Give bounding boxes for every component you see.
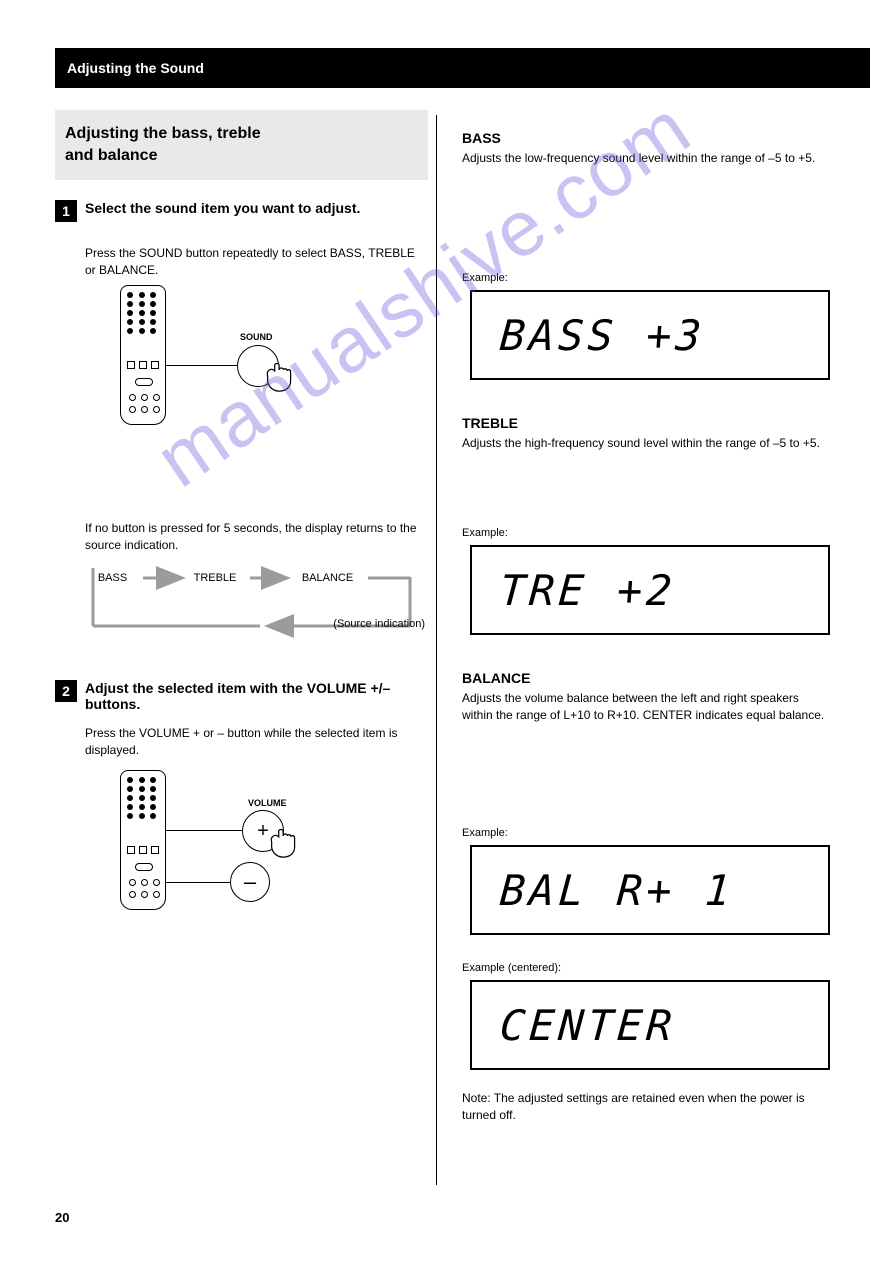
step-1-note: If no button is pressed for 5 seconds, t… — [85, 520, 425, 554]
column-divider — [436, 115, 437, 1185]
lcd-center-text: CENTER — [498, 1001, 677, 1050]
balance-desc: Adjusts the volume balance between the l… — [462, 690, 832, 724]
hand-pointer-icon — [266, 828, 302, 858]
bass-heading: BASS — [462, 130, 501, 146]
section-title: Adjusting the bass, treble and balance — [55, 110, 428, 180]
bass-desc: Adjusts the low-frequency sound level wi… — [462, 150, 832, 167]
sound-button-label: SOUND — [240, 332, 273, 342]
step-2-num-text: 2 — [62, 683, 70, 699]
flow-node-treble: TREBLE — [185, 572, 245, 584]
step-2-desc: Press the VOLUME + or – button while the… — [85, 725, 425, 759]
lcd-display-bass: BASS +3 — [470, 290, 830, 380]
flow-node-balance: BALANCE — [290, 572, 365, 584]
treble-desc: Adjusts the high-frequency sound level w… — [462, 435, 832, 452]
minus-icon: – — [244, 869, 256, 895]
treble-example-label: Example: — [462, 527, 508, 539]
balance-example-label: Example: — [462, 827, 508, 839]
page-header: Adjusting the Sound — [55, 48, 870, 88]
flow-diagram: BASS TREBLE BALANCE (Source indication) — [85, 560, 420, 655]
step-1-desc: Press the SOUND button repeatedly to sel… — [85, 245, 425, 279]
page: Adjusting the Sound Adjusting the bass, … — [0, 0, 893, 1263]
balance-heading: BALANCE — [462, 670, 530, 686]
treble-heading: TREBLE — [462, 415, 518, 431]
flow-node-bass: BASS — [85, 572, 140, 584]
volume-minus-button[interactable]: – — [230, 862, 270, 902]
section-line1: Adjusting the bass, treble — [65, 123, 428, 145]
step-1-number: 1 — [55, 200, 77, 222]
section-line2: and balance — [65, 145, 428, 167]
step-1-num-text: 1 — [62, 203, 70, 219]
step-1-title: Select the sound item you want to adjust… — [85, 200, 425, 216]
lcd-bass-text: BASS +3 — [498, 311, 706, 360]
callout-line — [165, 830, 242, 831]
bass-example-label: Example: — [462, 272, 508, 284]
callout-line — [165, 365, 237, 366]
remote-illustration-2 — [120, 770, 166, 910]
lcd-balance-text: BAL R+ 1 — [498, 866, 736, 915]
callout-line — [165, 882, 230, 883]
page-header-text: Adjusting the Sound — [67, 60, 204, 76]
page-number: 20 — [55, 1210, 69, 1225]
flow-node-source: (Source indication) — [275, 618, 425, 630]
lcd-display-treble: TRE +2 — [470, 545, 830, 635]
lcd-display-balance: BAL R+ 1 — [470, 845, 830, 935]
lcd-display-center: CENTER — [470, 980, 830, 1070]
balance-example2-label: Example (centered): — [462, 962, 561, 974]
step-2-number: 2 — [55, 680, 77, 702]
hand-pointer-icon — [262, 362, 298, 392]
step-2-title: Adjust the selected item with the VOLUME… — [85, 680, 425, 712]
lcd-treble-text: TRE +2 — [498, 566, 677, 615]
remote-illustration-1 — [120, 285, 166, 425]
volume-label: VOLUME — [248, 798, 287, 808]
note-text: Note: The adjusted settings are retained… — [462, 1090, 832, 1124]
